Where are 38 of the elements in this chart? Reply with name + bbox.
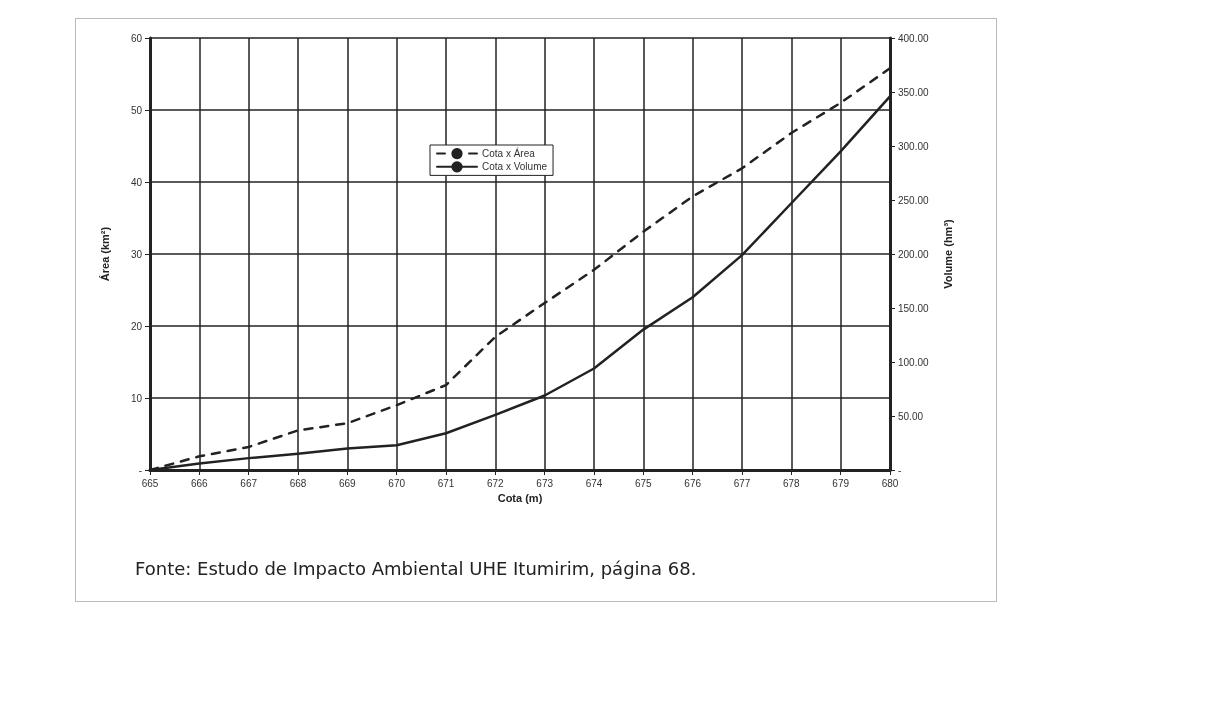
y2-tick-label: 150.00: [898, 302, 930, 314]
x-tick-label: 667: [240, 477, 258, 489]
y-tick-label: 10: [130, 392, 143, 404]
x-tick-label: 670: [388, 477, 406, 489]
x-tick-label: 680: [881, 477, 899, 489]
x-tick-label: 674: [585, 477, 603, 489]
y-tick-label: 60: [130, 32, 143, 44]
y2-axis-title: Volume (hm³): [941, 218, 954, 289]
x-tick-label: 669: [338, 477, 357, 489]
y-tick-label: -: [138, 464, 142, 476]
x-tick-label: 675: [634, 477, 653, 489]
x-tick-label: 668: [289, 477, 307, 489]
x-tick-label: 673: [536, 477, 554, 489]
y2-tick-label: 200.00: [898, 248, 930, 260]
x-tick-label: 678: [782, 477, 801, 489]
x-tick-label: 677: [733, 477, 751, 489]
x-tick-label: 679: [832, 477, 850, 489]
y2-tick-label: 400.00: [898, 32, 930, 44]
y2-tick-label: 350.00: [898, 86, 930, 98]
y2-tick-label: -: [898, 464, 902, 476]
x-tick-label: 666: [190, 477, 209, 489]
x-tick-label: 671: [437, 477, 455, 489]
y-tick-label: 50: [130, 104, 143, 116]
x-tick-label: 672: [486, 477, 505, 489]
legend-label: Cota x Área: [482, 147, 536, 160]
y-tick-label: 30: [130, 248, 143, 260]
y-tick-label: 20: [130, 320, 143, 332]
y2-tick-label: 100.00: [898, 356, 930, 368]
legend-label: Cota x Volume: [482, 161, 548, 173]
y2-tick-label: 250.00: [898, 194, 930, 206]
x-tick-label: 676: [684, 477, 702, 489]
y-tick-label: 40: [130, 176, 143, 188]
y-axis-title: Área (km²): [98, 226, 111, 282]
x-tick-label: 665: [141, 477, 159, 489]
source-note: Fonte: Estudo de Impacto Ambiental UHE Itumirim, página 68.: [135, 558, 697, 579]
x-axis-title: Cota (m): [497, 492, 543, 505]
y2-tick-label: 300.00: [898, 140, 930, 152]
y2-tick-label: 50.00: [898, 410, 924, 422]
